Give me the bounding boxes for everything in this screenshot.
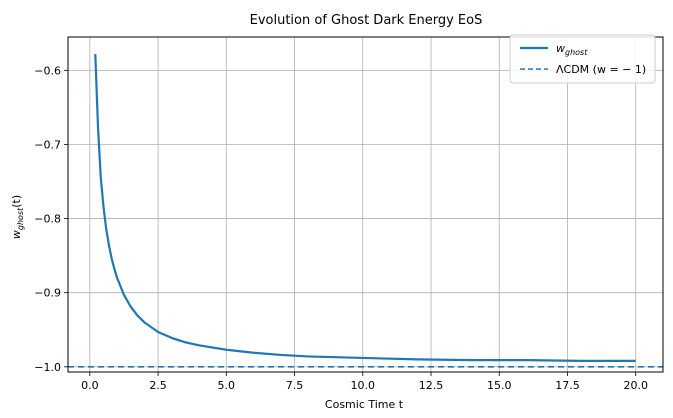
y-axis-label: wghost(t): [10, 195, 25, 239]
legend-label-lcdm: ΛCDM (w = − 1): [556, 63, 646, 76]
x-tick-label: 0.0: [81, 379, 99, 392]
y-tick-label: −1.0: [34, 361, 61, 374]
x-tick-label: 2.5: [149, 379, 167, 392]
y-tick-label: −0.6: [34, 64, 61, 77]
ghost-eos-line: [94, 54, 636, 362]
chart-title: Evolution of Ghost Dark Energy EoS: [250, 13, 483, 28]
series-layer: [68, 54, 663, 368]
x-axis-ticks: 0.0 2.5 5.0 7.5 10.0 12.5 15.0 17.5 20.0: [81, 372, 648, 392]
x-tick-label: 20.0: [623, 379, 648, 392]
legend: wghost ΛCDM (w = − 1): [509, 34, 656, 84]
x-tick-label: 17.5: [555, 379, 580, 392]
x-tick-label: 15.0: [487, 379, 512, 392]
y-tick-label: −0.7: [34, 138, 61, 151]
plot-frame: [67, 36, 664, 373]
y-axis-ticks: −1.0 −0.9 −0.8 −0.7 −0.6: [34, 64, 68, 374]
x-tick-label: 5.0: [218, 379, 236, 392]
x-tick-label: 10.0: [351, 379, 376, 392]
grid-lines: [68, 37, 663, 372]
legend-label-ghost: wghost: [556, 42, 588, 57]
x-axis-label: Cosmic Time t: [325, 398, 404, 411]
y-tick-label: −0.8: [34, 213, 61, 226]
y-tick-label: −0.9: [34, 287, 61, 300]
x-tick-label: 12.5: [419, 379, 444, 392]
x-tick-label: 7.5: [286, 379, 304, 392]
